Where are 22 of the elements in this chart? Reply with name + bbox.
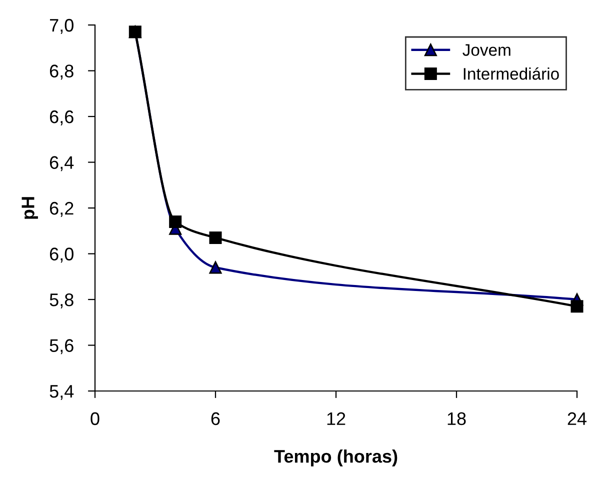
y-tick-label: 7,0 <box>50 18 74 34</box>
x-axis-title: Tempo (horas) <box>274 450 398 466</box>
y-tick-label: 5,8 <box>50 293 74 308</box>
legend-label: Intermediário <box>464 67 559 80</box>
point <box>570 300 584 313</box>
legend-label: Jovem <box>462 44 510 56</box>
x-tick-label: 18 <box>448 412 466 426</box>
point <box>209 231 222 244</box>
y-tick-label: 6,2 <box>50 202 74 217</box>
y-tick-label: 5,4 <box>50 385 74 400</box>
x-tick-label: 6 <box>211 412 220 426</box>
x-tick-label: 12 <box>327 412 346 425</box>
point <box>169 215 182 228</box>
y-tick-label: 6,6 <box>50 110 74 126</box>
x-tick-label: 24 <box>568 412 587 425</box>
x-tick-label: 0 <box>90 412 100 426</box>
y-tick-label: 6,8 <box>50 64 74 80</box>
point <box>209 261 222 274</box>
y-tick-label: 6,0 <box>50 248 74 263</box>
y-tick-label: 6,4 <box>50 156 74 172</box>
y-axis-title: pH <box>22 197 38 219</box>
y-tick-label: 5,6 <box>50 339 74 354</box>
